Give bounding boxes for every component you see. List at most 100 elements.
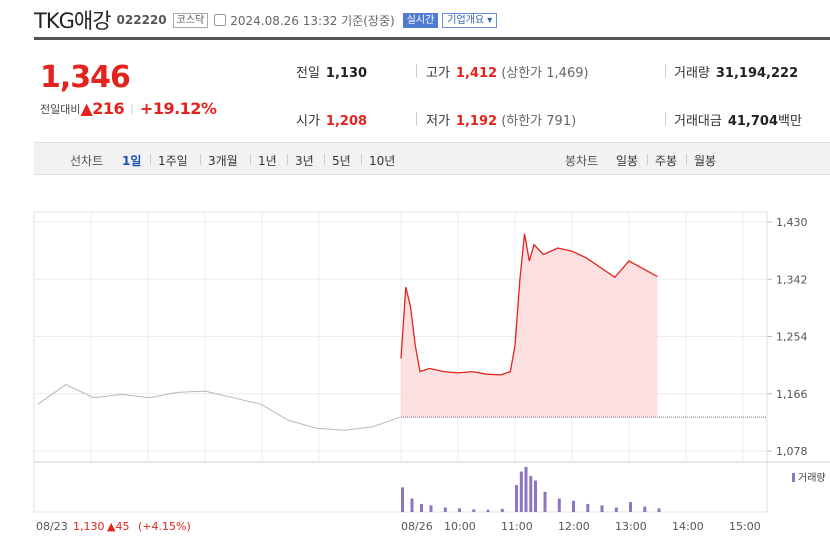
stock-name: TKG애강 — [34, 9, 112, 33]
volume-bar — [529, 476, 533, 512]
y-tick-label: 1,254 — [776, 331, 808, 344]
prev-close-label: 전일 — [296, 66, 320, 81]
tab-divider — [200, 154, 201, 165]
x-tick-label: 10:00 — [444, 520, 476, 533]
lower-limit: (하한가 791) — [501, 114, 577, 129]
quote-datetime: 2024.08.26 13:32 기준(장중) — [230, 13, 395, 28]
change-value: ▲216 — [80, 99, 125, 118]
open-value: 1,208 — [325, 114, 368, 129]
volume-bar — [572, 500, 575, 513]
tab-weekly-candle[interactable]: 주봉 — [655, 154, 678, 168]
chart-tabs: 선차트 1일 1주일 3개월 1년 3년 5년 10년 봉차트 일봉 주봉 월봉 — [34, 142, 830, 175]
stat-divider — [416, 64, 417, 78]
volume-bar — [534, 480, 537, 512]
y-tick-label: 1,342 — [776, 273, 808, 286]
stat-divider — [665, 64, 666, 78]
tab-monthly-candle[interactable]: 월봉 — [694, 154, 717, 168]
volume-legend-swatch — [792, 473, 795, 482]
high-label: 고가 — [426, 66, 450, 81]
volume-bar — [524, 467, 528, 512]
chart-grid — [33, 211, 830, 513]
tab-3y[interactable]: 3년 — [295, 154, 314, 168]
volume-bar — [500, 508, 504, 513]
stock-header: TKG애강 022220 코스닥 2024.08.26 13:32 기준(장중)… — [34, 6, 498, 34]
volume-bar — [515, 485, 518, 512]
tab-1y[interactable]: 1년 — [258, 154, 277, 168]
prev-day-line — [37, 384, 401, 431]
low-label: 저가 — [426, 114, 450, 129]
current-price: 1,346 — [40, 60, 131, 95]
tab-divider — [150, 154, 151, 165]
prev-day-date: 08/23 — [36, 520, 68, 533]
stat-open: 시가 1,208 — [296, 110, 367, 129]
corp-info-dropdown[interactable]: 기업개요 ▾ — [442, 12, 498, 28]
stat-high: 고가 1,412 (상한가 1,469) — [426, 62, 589, 81]
tab-divider — [361, 154, 362, 165]
y-tick-label: 1,166 — [776, 388, 808, 401]
volume-bar — [420, 503, 423, 512]
stat-volume: 거래량 31,194,222 — [674, 62, 798, 81]
x-axis: 08/26 10:00 11:00 12:00 13:00 14:00 15:00 — [401, 520, 761, 533]
volume-bar — [486, 509, 490, 513]
realtime-button[interactable]: 실시간 — [402, 12, 439, 28]
quote-panel: 1,346 전일대비 ▲216 | +19.12% 전일 1,130 고가 1,41… — [34, 37, 830, 175]
stat-prev-close: 전일 1,130 — [296, 62, 367, 81]
volume-bar — [410, 498, 414, 512]
volume-bar — [586, 503, 590, 512]
x-tick-label: 12:00 — [558, 520, 590, 533]
tab-divider — [287, 154, 288, 165]
stat-divider — [416, 112, 417, 126]
tab-daily-candle[interactable]: 일봉 — [616, 154, 639, 168]
volume-bar — [643, 506, 647, 512]
stock-code: 022220 — [116, 13, 167, 27]
amount-value: 41,704 — [727, 114, 779, 129]
stat-divider — [665, 112, 666, 126]
tab-divider — [686, 154, 687, 165]
x-tick-label: 13:00 — [615, 520, 647, 533]
tab-3m[interactable]: 3개월 — [208, 154, 238, 168]
volume-bar — [401, 487, 404, 513]
amount-unit: 백만 — [778, 114, 802, 129]
low-value: 1,192 — [455, 114, 498, 129]
x-tick-label: 11:00 — [501, 520, 533, 533]
volume-legend: 거래량 — [798, 472, 826, 484]
upper-limit: (상한가 1,469) — [501, 66, 589, 81]
tab-divider — [250, 154, 251, 165]
volume-bar — [429, 505, 433, 513]
y-axis: 1,430 1,342 1,254 1,166 1,078 — [767, 216, 808, 458]
volume-label: 거래량 — [674, 66, 710, 81]
open-label: 시가 — [296, 114, 320, 129]
price-area: 1,346 전일대비 ▲216 | +19.12% — [40, 60, 217, 118]
volume-bar — [519, 471, 523, 512]
volume-bar — [629, 502, 632, 512]
line-chart-label: 선차트 — [70, 154, 104, 168]
volume-bar — [443, 507, 447, 512]
volume-bar — [472, 509, 476, 512]
x-tick-label: 15:00 — [729, 520, 761, 533]
price-change: 전일대비 ▲216 | +19.12% — [40, 99, 217, 118]
volume-value: 31,194,222 — [715, 66, 799, 81]
candle-chart-label: 봉차트 — [565, 154, 599, 168]
tab-1d[interactable]: 1일 — [122, 154, 142, 168]
y-tick-label: 1,078 — [776, 445, 808, 458]
change-percent: +19.12% — [139, 99, 217, 118]
tab-5y[interactable]: 5년 — [332, 154, 351, 168]
volume-bars — [401, 467, 661, 513]
tab-divider — [647, 154, 648, 165]
amount-label: 거래대금 — [674, 114, 722, 129]
intraday-line — [400, 233, 658, 376]
stat-amount: 거래대금 41,704백만 — [674, 110, 802, 129]
tab-1w[interactable]: 1주일 — [158, 154, 188, 168]
volume-bar — [614, 507, 618, 512]
stat-low: 저가 1,192 (하한가 791) — [426, 110, 576, 129]
tab-10y[interactable]: 10년 — [369, 154, 396, 168]
change-label: 전일대비 — [40, 102, 81, 116]
volume-bar — [657, 508, 661, 512]
x-tick-label: 08/26 — [401, 520, 433, 533]
clock-icon — [214, 14, 227, 26]
x-tick-label: 14:00 — [672, 520, 704, 533]
prev-close-value: 1,130 — [325, 66, 368, 81]
intraday-area — [401, 233, 658, 418]
change-divider: | — [130, 102, 134, 115]
